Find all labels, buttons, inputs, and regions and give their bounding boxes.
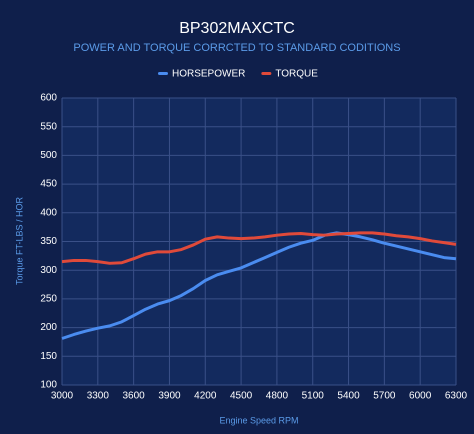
- legend-swatch: [261, 72, 272, 75]
- x-tick-label: 4500: [230, 391, 253, 402]
- x-tick-label: 5400: [337, 391, 360, 402]
- y-tick-label: 200: [40, 322, 57, 333]
- y-tick-label: 400: [40, 207, 57, 218]
- x-tick-label: 5700: [373, 391, 396, 402]
- y-tick-label: 600: [40, 93, 57, 104]
- x-tick-label: 6300: [445, 391, 468, 402]
- legend-swatch: [158, 72, 168, 75]
- chart-title: BP302MAXCTC: [179, 20, 295, 37]
- x-tick-label: 4800: [266, 391, 289, 402]
- y-tick-label: 350: [40, 236, 57, 247]
- y-tick-label: 450: [40, 179, 57, 190]
- x-tick-label: 4200: [194, 391, 217, 402]
- x-tick-label: 3600: [123, 391, 146, 402]
- chart-subtitle: POWER AND TORQUE CORRCTED TO STANDARD CO…: [73, 42, 400, 54]
- x-axis-label: Engine Speed RPM: [219, 415, 298, 425]
- series-line: [61, 231, 457, 340]
- x-tick-label: 3000: [51, 391, 74, 402]
- y-tick-label: 300: [40, 265, 57, 276]
- y-tick-label: 550: [40, 121, 57, 132]
- y-tick-label: 150: [40, 351, 57, 362]
- y-tick-label: 250: [40, 294, 57, 305]
- x-tick-label: 5100: [302, 391, 325, 402]
- y-tick-label: 100: [40, 380, 57, 391]
- x-tick-label: 3900: [158, 391, 181, 402]
- legend-label: HORSEPOWER: [172, 69, 245, 80]
- legend-label: TORQUE: [275, 69, 318, 80]
- x-tick-label: 3300: [87, 391, 110, 402]
- y-axis-label: Torque FT-LBS / HOR: [14, 196, 24, 285]
- x-tick-label: 6000: [409, 391, 432, 402]
- series-line: [61, 231, 457, 265]
- y-tick-label: 500: [40, 150, 57, 161]
